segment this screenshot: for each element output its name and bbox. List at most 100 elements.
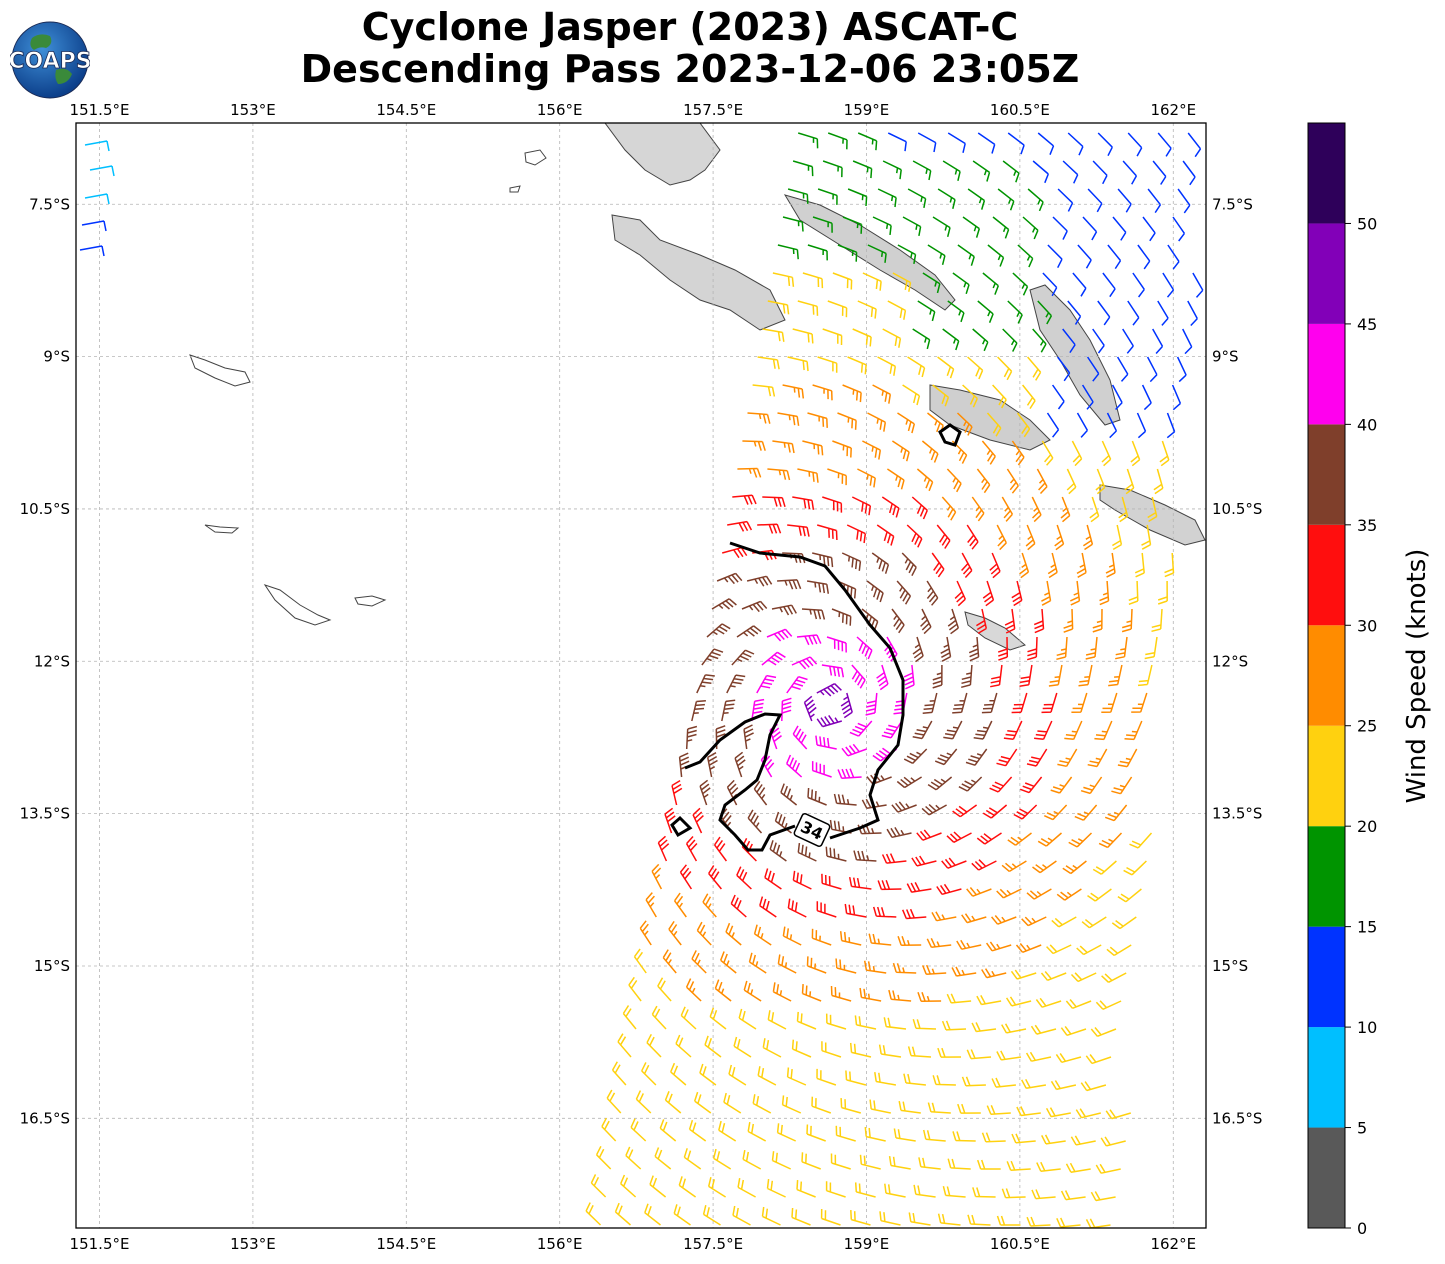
wind-barb-625 — [673, 1204, 691, 1226]
wind-barb-155 — [1046, 412, 1060, 438]
wind-barb-459 — [956, 939, 982, 950]
chart-title-line1: Cyclone Jasper (2023) ASCAT-C — [361, 5, 1019, 49]
wind-barb-246 — [1011, 580, 1023, 607]
wind-barb-623 — [614, 1202, 631, 1226]
wind-barb-108 — [1002, 328, 1018, 352]
wind-barb-265 — [1092, 608, 1103, 633]
wind-barb-350 — [734, 751, 746, 778]
wind-barb-568 — [601, 1117, 617, 1142]
wind-barb-519 — [704, 1035, 722, 1058]
wind-barb-118 — [847, 356, 867, 375]
colorbar-bin-4 — [1308, 725, 1345, 827]
wind-barb-33 — [937, 188, 956, 209]
wind-barb-224 — [841, 552, 862, 571]
wind-barb-5 — [947, 132, 966, 153]
wind-barb-311 — [1011, 692, 1028, 714]
wind-barb-245 — [982, 580, 995, 607]
wind-barb-156 — [1076, 412, 1089, 438]
wind-barb-354 — [837, 768, 862, 780]
wind-barb-440 — [902, 908, 927, 920]
wind-barb-552 — [664, 1091, 682, 1114]
wind-barb-125 — [1057, 356, 1071, 382]
wind-barb-514 — [1060, 1025, 1087, 1037]
wind-barb-58 — [837, 244, 858, 262]
wind-barb-558 — [840, 1098, 862, 1114]
wind-barb-572 — [718, 1120, 737, 1142]
wind-barb-260 — [947, 608, 960, 635]
svg-text:COAPS: COAPS — [10, 49, 90, 74]
wind-barb-495 — [1005, 996, 1032, 1007]
wind-barb-358 — [958, 776, 983, 792]
wind-barb-237 — [746, 575, 773, 587]
wind-barb-392 — [1007, 832, 1032, 846]
wind-barb-408 — [971, 859, 997, 871]
wind-barb-167 — [951, 440, 968, 464]
wind-barb-549 — [1080, 1081, 1107, 1092]
wind-barb-26 — [1152, 160, 1167, 185]
wind-barb-441 — [931, 911, 957, 922]
wind-barb-91 — [947, 300, 965, 323]
wind-barb-218 — [1112, 524, 1123, 551]
lon-tick-bottom-7: 162°E — [1150, 1235, 1196, 1253]
wind-barb-636 — [996, 1215, 1021, 1226]
wind-barb-599 — [976, 1159, 1001, 1170]
wind-barb-591 — [742, 1149, 762, 1170]
colorbar-tick-label-3: 15 — [1357, 918, 1377, 937]
wind-barb-131 — [782, 384, 805, 399]
wind-barb-522 — [791, 1039, 812, 1058]
wind-barb-252 — [711, 598, 737, 610]
wind-barb-173 — [1130, 440, 1141, 467]
wind-barb-225 — [871, 552, 890, 574]
lat-tick-right-0: 7.5°S — [1212, 195, 1253, 213]
wind-barb-191 — [762, 496, 786, 508]
wind-barb-402 — [797, 843, 817, 862]
wind-barb-195 — [881, 496, 900, 518]
wind-barb-170 — [1041, 440, 1054, 466]
wind-barb-582 — [1011, 1133, 1036, 1144]
colorbar-bin-2 — [1308, 926, 1345, 1028]
wind-barb-534 — [641, 1062, 657, 1086]
wind-barb-580 — [952, 1131, 976, 1142]
wind-barb-122 — [967, 356, 984, 380]
wind-barb-439 — [872, 906, 897, 918]
wind-barb-102 — [822, 328, 843, 346]
colorbar-bin-1 — [1308, 1027, 1345, 1128]
colorbar-tick-label-10: 50 — [1357, 214, 1377, 233]
wind-barb-34 — [967, 188, 986, 210]
wind-barb-342 — [965, 748, 988, 766]
wind-barb-0 — [797, 132, 819, 149]
wind-barb-462 — [1046, 944, 1072, 955]
wind-barb-604 — [590, 1174, 607, 1198]
wind-barb-65 — [1047, 244, 1063, 269]
wind-barb-622 — [585, 1202, 602, 1226]
wind-barb-634 — [937, 1213, 961, 1226]
wind-barb-110 — [1062, 328, 1076, 354]
wind-barb-68 — [1137, 244, 1151, 270]
wind-barb-631 — [850, 1210, 871, 1226]
wind-barb-74 — [892, 272, 912, 292]
lon-tick-labels-bottom: 151.5°E 153°E 154.5°E 156°E 157.5°E 159°E 160.… — [70, 1235, 1197, 1253]
wind-barb-291 — [903, 664, 915, 690]
wind-barb-143 — [1141, 384, 1152, 411]
wind-barb-283 — [1144, 636, 1158, 660]
wind-barb-453 — [782, 926, 802, 946]
wind-barb-301 — [726, 674, 746, 694]
colorbar-bin-10 — [1308, 123, 1345, 224]
wind-barb-376 — [1013, 804, 1038, 820]
wind-barb-280 — [1056, 636, 1068, 661]
wind-barb-248 — [1069, 580, 1081, 606]
wind-barb-214 — [996, 524, 1007, 551]
chart-title-line2: Descending Pass 2023-12-06 23:05Z — [300, 47, 1080, 91]
wind-barb-28 — [787, 188, 809, 204]
wind-barb-454 — [811, 928, 832, 946]
wind-barb-171 — [1071, 440, 1083, 467]
wind-barb-244 — [954, 580, 966, 607]
wind-barb-576 — [835, 1125, 856, 1142]
lat-tick-right-6: 16.5°S — [1212, 1109, 1262, 1127]
wind-barb-594 — [830, 1153, 851, 1170]
wind-barb-444 — [1021, 916, 1047, 927]
wind-barb-32 — [907, 188, 927, 209]
wind-barb-204 — [1147, 496, 1158, 523]
lat-tick-left-5: 15°S — [34, 957, 70, 975]
wind-barb-123 — [997, 356, 1013, 381]
